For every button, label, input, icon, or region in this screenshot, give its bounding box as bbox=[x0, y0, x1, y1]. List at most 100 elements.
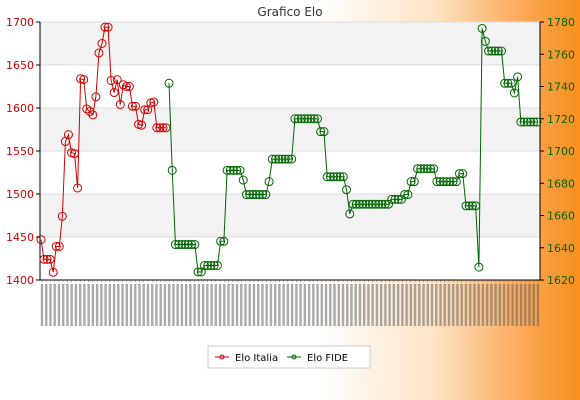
x-tick-label-mark bbox=[227, 284, 230, 326]
data-point bbox=[88, 110, 98, 120]
data-point bbox=[79, 75, 89, 85]
data-point bbox=[190, 240, 200, 250]
data-point bbox=[174, 240, 184, 250]
data-point bbox=[477, 23, 487, 33]
x-tick-label-mark bbox=[447, 284, 451, 326]
data-point bbox=[39, 254, 49, 264]
right-tick-label: 1760 bbox=[547, 48, 575, 61]
left-tick-label: 1600 bbox=[6, 102, 34, 115]
x-tick-label-mark bbox=[333, 284, 336, 326]
x-tick-label-mark bbox=[193, 284, 196, 326]
x-tick-label-mark bbox=[320, 284, 323, 326]
data-point bbox=[351, 199, 361, 209]
data-point bbox=[158, 123, 168, 133]
data-point bbox=[100, 22, 110, 32]
data-point bbox=[464, 201, 474, 211]
data-point bbox=[325, 172, 335, 182]
x-tick-label-mark bbox=[443, 284, 446, 326]
data-point bbox=[364, 199, 374, 209]
data-point bbox=[332, 172, 342, 182]
x-tick-label-mark bbox=[91, 284, 95, 326]
x-tick-label-mark bbox=[108, 284, 112, 326]
x-tick-label-mark bbox=[477, 284, 480, 326]
data-point bbox=[238, 175, 248, 185]
x-tick-label-mark bbox=[66, 284, 69, 326]
data-point bbox=[193, 267, 203, 277]
data-point bbox=[354, 199, 364, 209]
x-tick-label-mark bbox=[392, 284, 396, 326]
x-tick-label-mark bbox=[61, 284, 65, 326]
data-point bbox=[487, 46, 497, 56]
data-point bbox=[419, 164, 429, 174]
data-point bbox=[413, 164, 423, 174]
right-tick-label: 1680 bbox=[547, 177, 575, 190]
data-point bbox=[484, 46, 494, 56]
x-tick-label-mark bbox=[362, 284, 366, 326]
x-tick-label-mark bbox=[125, 284, 128, 326]
data-point bbox=[225, 165, 235, 175]
data-point bbox=[316, 127, 326, 137]
x-tick-label-mark bbox=[290, 284, 294, 326]
x-tick-label-mark bbox=[502, 284, 506, 326]
x-tick-label-mark bbox=[184, 284, 188, 326]
data-point bbox=[380, 199, 390, 209]
data-point bbox=[261, 190, 271, 200]
data-point bbox=[319, 127, 329, 137]
data-point bbox=[306, 114, 316, 124]
x-tick-label-mark bbox=[337, 284, 340, 326]
data-point bbox=[51, 241, 61, 251]
x-tick-label-mark bbox=[418, 284, 421, 326]
x-tick-label-mark bbox=[388, 284, 391, 326]
data-point bbox=[219, 236, 229, 246]
x-tick-label-mark bbox=[261, 284, 264, 326]
right-tick-label: 1720 bbox=[547, 113, 575, 126]
data-point bbox=[161, 123, 171, 133]
data-point bbox=[203, 260, 213, 270]
right-tick-label: 1640 bbox=[547, 242, 575, 255]
x-tick-label-mark bbox=[532, 284, 535, 326]
data-point bbox=[254, 190, 264, 200]
data-point bbox=[209, 260, 219, 270]
x-tick-label-mark bbox=[117, 284, 120, 326]
data-point bbox=[442, 177, 452, 187]
data-point bbox=[277, 154, 287, 164]
data-point bbox=[322, 172, 332, 182]
x-tick-label-mark bbox=[78, 284, 82, 326]
x-tick-label-mark bbox=[528, 284, 531, 326]
data-point bbox=[348, 199, 358, 209]
data-point bbox=[274, 154, 284, 164]
x-tick-label-mark bbox=[473, 284, 476, 326]
x-tick-label-mark bbox=[278, 284, 281, 326]
x-tick-label-mark bbox=[409, 284, 413, 326]
data-point bbox=[42, 254, 52, 264]
left-tick-label: 1550 bbox=[6, 145, 34, 158]
data-point bbox=[448, 177, 458, 187]
data-point bbox=[367, 199, 377, 209]
data-point bbox=[152, 123, 162, 133]
data-point bbox=[374, 199, 384, 209]
data-point bbox=[500, 78, 510, 88]
x-tick-label-mark bbox=[515, 284, 519, 326]
x-tick-label-mark bbox=[146, 284, 150, 326]
data-point bbox=[36, 235, 46, 245]
data-point bbox=[127, 101, 137, 111]
x-tick-label-mark bbox=[100, 284, 103, 326]
right-tick-label: 1780 bbox=[547, 16, 575, 29]
data-point bbox=[149, 97, 159, 107]
data-point bbox=[140, 105, 150, 115]
x-tick-label-mark bbox=[481, 284, 485, 326]
data-point bbox=[103, 22, 113, 32]
x-tick-label-mark bbox=[312, 284, 315, 326]
x-tick-label-mark bbox=[265, 284, 268, 326]
x-tick-label-mark bbox=[104, 284, 107, 326]
data-point bbox=[271, 154, 281, 164]
x-tick-label-mark bbox=[367, 284, 370, 326]
x-tick-label-mark bbox=[129, 284, 133, 326]
data-point bbox=[164, 78, 174, 88]
x-tick-label-mark bbox=[519, 284, 523, 326]
data-point bbox=[115, 100, 125, 110]
data-point bbox=[222, 165, 232, 175]
x-tick-label-mark bbox=[460, 284, 463, 326]
x-tick-label-mark bbox=[464, 284, 468, 326]
